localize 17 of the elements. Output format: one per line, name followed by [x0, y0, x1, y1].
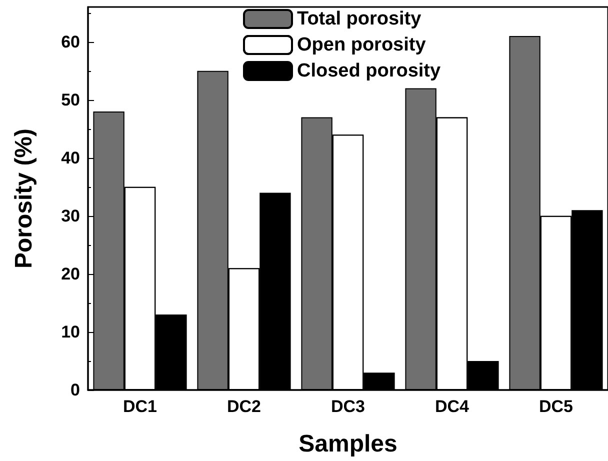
x-tick-label: DC2 [226, 397, 262, 416]
y-tick-label: 0 [70, 380, 80, 400]
y-tick-label: 30 [61, 206, 80, 226]
y-tick-label: 60 [61, 32, 80, 52]
x-tick-label: DC4 [434, 397, 470, 416]
x-tick-label: DC1 [122, 397, 158, 416]
legend-label: Closed porosity [297, 60, 442, 82]
y-axis-title: Porosity (%) [10, 128, 38, 269]
x-axis-title: Samples [298, 430, 398, 458]
y-tick-label: 50 [61, 90, 80, 110]
legend-label: Open porosity [297, 34, 426, 56]
y-tick-label: 40 [61, 148, 80, 168]
legend-label: Total porosity [297, 8, 422, 30]
y-tick-label: 10 [61, 322, 80, 342]
y-tick-label: 20 [61, 264, 80, 284]
x-tick-label: DC3 [330, 397, 366, 416]
x-tick-label: DC5 [538, 397, 574, 416]
